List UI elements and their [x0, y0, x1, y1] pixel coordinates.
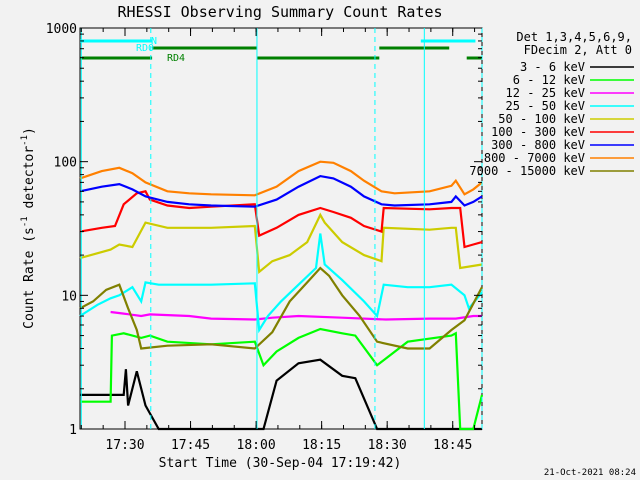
series-line-2	[110, 310, 482, 321]
series-line-8	[79, 266, 483, 350]
y-tick-label-2: 100	[54, 156, 77, 171]
legend: Det 1,3,4,5,6,9, FDecim 2, Att 0 3 - 6 k…	[469, 30, 634, 178]
x-axis-label: Start Time (30-Sep-04 17:19:42)	[159, 456, 402, 471]
y-tick-label-3: 1000	[46, 22, 77, 37]
series-line-5	[79, 190, 483, 249]
y-axis-label-mid: detector	[22, 146, 37, 217]
series-line-1	[80, 327, 484, 431]
legend-label-5: 100 - 300 keV	[491, 125, 585, 139]
annotation-n: N	[151, 36, 157, 47]
footer-date: 21-Oct-2021 08:24	[544, 468, 636, 478]
legend-label-3: 25 - 50 keV	[506, 99, 585, 113]
x-tick-label-0: 17:30	[105, 438, 144, 453]
y-axis-label-start: Count Rate (s	[22, 227, 37, 329]
legend-label-4: 50 - 100 keV	[498, 112, 585, 126]
legend-label-0: 3 - 6 keV	[520, 60, 585, 74]
y-axis-label: Count Rate (s-1 detector-1)	[20, 127, 37, 329]
legend-label-1: 6 - 12 keV	[513, 73, 585, 87]
legend-label-6: 300 - 800 keV	[491, 138, 585, 152]
y-axis-label-end: )	[22, 127, 37, 135]
series-line-6	[79, 174, 483, 208]
legend-label-8: 7000 - 15000 keV	[469, 164, 585, 178]
chart-title: RHESSI Observing Summary Count Rates	[117, 3, 442, 21]
x-tick-label-5: 18:45	[433, 438, 472, 453]
legend-label-2: 12 - 25 keV	[506, 86, 585, 100]
y-axis-label-sup: -1	[20, 216, 30, 227]
series-line-7	[79, 160, 483, 197]
series-line-4	[79, 212, 483, 274]
x-tick-label-3: 18:15	[302, 438, 341, 453]
y-tick-label-1: 10	[61, 289, 77, 304]
legend-header-line-1: Det 1,3,4,5,6,9,	[516, 30, 632, 44]
series-line-3	[79, 233, 483, 334]
x-tick-label-4: 18:30	[368, 438, 407, 453]
y-tick-label-0: 1	[69, 423, 77, 438]
annotation-rd0: RD0	[136, 43, 154, 54]
x-tick-label-1: 17:45	[171, 438, 210, 453]
annotation-rd4: RD4	[167, 53, 185, 64]
x-tick-label-2: 18:00	[237, 438, 276, 453]
legend-label-7: 800 - 7000 keV	[484, 151, 585, 165]
series-line-0	[80, 358, 482, 431]
legend-header-line-2: FDecim 2, Att 0	[524, 43, 632, 57]
y-axis-label-sup2: -1	[20, 135, 30, 146]
